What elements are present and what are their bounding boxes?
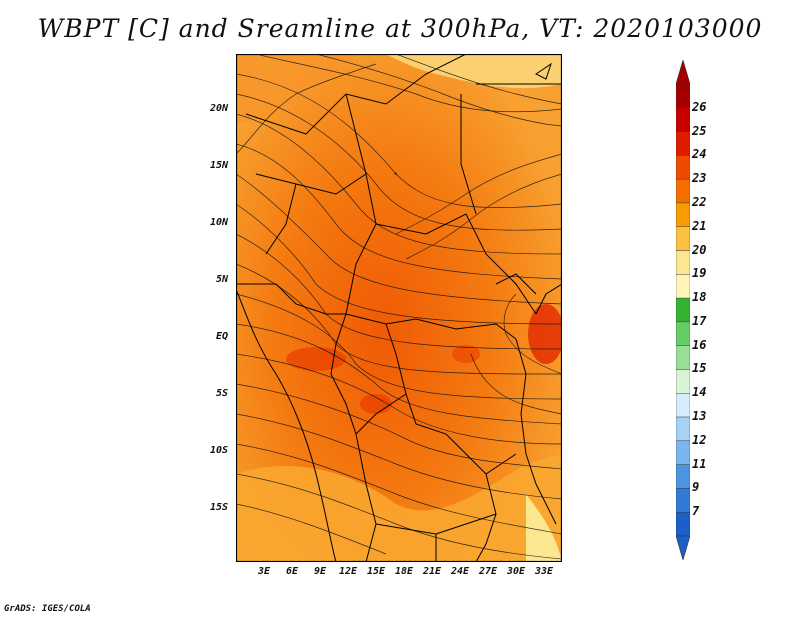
colorbar-swatch: [676, 416, 690, 442]
colorbar-label: 19: [692, 266, 707, 281]
cool-region-northwest: [236, 54, 356, 124]
colorbar: [676, 60, 690, 560]
colorbar-label: 24: [692, 147, 707, 162]
colorbar-label: 26: [692, 99, 707, 114]
lon-tick-label: 6E: [285, 566, 299, 577]
lon-tick-label: 15E: [366, 566, 386, 577]
colorbar-swatch: [676, 274, 690, 299]
colorbar-swatch: [676, 250, 690, 275]
lon-tick-label: 3E: [257, 566, 271, 577]
colorbar-label: 21: [692, 218, 707, 233]
colorbar-swatch: [676, 464, 690, 489]
lon-tick-label: 9E: [313, 566, 327, 577]
colorbar-label: 9: [692, 480, 700, 495]
colorbar-bottom-arrow: [676, 535, 690, 560]
colorbar-swatch: [676, 488, 690, 513]
colorbar-swatch: [676, 83, 690, 108]
chart-title: WBPT [C] and Sreamline at 300hPa, VT: 20…: [37, 14, 763, 43]
colorbar-label: 20: [692, 242, 707, 257]
colorbar-label: 15: [692, 361, 707, 376]
lat-tick-label: 5N: [215, 274, 228, 285]
warm-patch: [286, 347, 346, 371]
cool-region-southeast: [526, 494, 562, 562]
colorbar-swatch: [676, 178, 690, 204]
lat-tick-label: EQ: [215, 331, 228, 342]
colorbar-top-arrow: [676, 60, 690, 85]
colorbar-label: 11: [692, 456, 707, 471]
lat-tick-label: 20N: [209, 103, 228, 114]
lat-tick-label: 15N: [209, 160, 228, 171]
colorbar-swatch: [676, 155, 690, 180]
coastline: [236, 288, 337, 562]
colorbar-swatch: [676, 202, 690, 227]
colorbar-swatch: [676, 369, 690, 394]
lon-tick-label: 33E: [534, 566, 554, 577]
colorbar-label: 18: [692, 290, 707, 305]
colorbar-label: 14: [692, 385, 707, 400]
lon-tick-label: 18E: [394, 566, 414, 577]
colorbar-swatch: [676, 345, 690, 370]
colorbar-label: 25: [692, 123, 707, 138]
colorbar-swatch: [676, 107, 690, 132]
lat-tick-label: 5S: [215, 388, 228, 399]
colorbar-label: 13: [692, 409, 707, 424]
lon-tick-label: 30E: [506, 566, 526, 577]
lat-tick-label: 15S: [209, 502, 228, 513]
colorbar-label: 7: [692, 504, 700, 519]
lat-tick-label: 10S: [209, 445, 228, 456]
cool-region-north: [386, 54, 562, 89]
lon-tick-label: 27E: [478, 566, 498, 577]
colorbar-swatch: [676, 393, 690, 418]
lon-tick-label: 21E: [422, 566, 442, 577]
colorbar-swatch: [676, 512, 690, 537]
colorbar-swatch: [676, 297, 690, 323]
map-panel: [236, 54, 562, 562]
colorbar-label: 22: [692, 194, 707, 209]
map-frame: [236, 54, 562, 562]
lon-tick-label: 24E: [450, 566, 470, 577]
colorbar-label: 17: [692, 313, 707, 328]
colorbar-swatch: [676, 321, 690, 346]
colorbar-swatch: [676, 440, 690, 465]
lat-tick-label: 10N: [209, 217, 228, 228]
lon-tick-label: 12E: [338, 566, 358, 577]
colorbar-label: 23: [692, 171, 707, 186]
country-borders: [236, 54, 562, 562]
colorbar-label: 16: [692, 337, 707, 352]
colorbar-label: 12: [692, 432, 707, 447]
streamlines: [236, 54, 562, 560]
colorbar-swatch: [676, 226, 690, 251]
footer-credit: GrADS: IGES/COLA: [4, 604, 91, 614]
colorbar-swatch: [676, 131, 690, 156]
